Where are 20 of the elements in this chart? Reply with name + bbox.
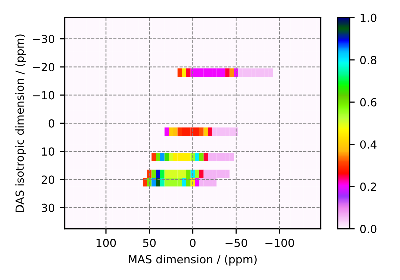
color-bar-label: 0.6	[360, 98, 377, 107]
x-tick-label: 0	[190, 238, 196, 248]
color-bar-label: 1.0	[360, 14, 377, 22]
y-tick-label: −30	[33, 35, 55, 44]
y-tick-label: 20	[42, 176, 55, 184]
y-tick-label: −10	[33, 91, 55, 100]
y-axis-title: DAS isotropic dimension / (ppm)	[16, 34, 26, 212]
x-tick-label: −50	[226, 238, 248, 248]
color-bar-label: 0.2	[360, 182, 376, 192]
x-axis-title: MAS dimension / (ppm)	[129, 255, 257, 266]
x-tick-label: 100	[96, 238, 116, 248]
y-tick-label: 30	[42, 204, 55, 212]
x-tick-label: 50	[143, 238, 156, 248]
color-bar-label: 0.4	[360, 140, 377, 149]
color-bar-label: 0.0	[360, 225, 377, 234]
y-tick-label: −20	[33, 63, 55, 72]
color-bar-label: 0.8	[360, 56, 377, 65]
x-tick-label: −100	[266, 238, 294, 248]
y-tick-label: 10	[42, 148, 55, 156]
y-tick-label: 0	[48, 119, 55, 128]
